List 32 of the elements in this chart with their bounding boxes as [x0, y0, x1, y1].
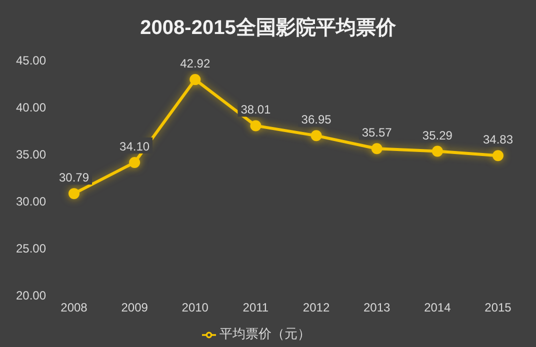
y-tick-label: 30.00	[16, 194, 46, 208]
data-label: 34.10	[120, 139, 150, 154]
point	[371, 143, 382, 154]
point	[310, 130, 322, 142]
data-label: 35.57	[362, 126, 392, 140]
point	[492, 150, 504, 162]
data-label: 42.92	[180, 56, 210, 71]
point	[129, 156, 140, 168]
x-tick-label: 2008	[60, 300, 88, 315]
data-label: 30.79	[58, 170, 90, 185]
y-tick-label: 20.00	[16, 288, 46, 302]
point	[190, 74, 201, 86]
data-label: 36.95	[301, 112, 332, 127]
x-tick-label: 2009	[121, 300, 148, 315]
y-tick-label: 45.00	[16, 53, 46, 68]
data-label: 34.83	[482, 132, 514, 147]
chart-title: 2008-2015全国影院平均票价	[139, 16, 397, 41]
point	[250, 120, 262, 132]
x-tick-label: 2012	[302, 300, 330, 315]
y-tick-label: 35.00	[16, 147, 46, 162]
x-tick-label: 2010	[182, 300, 209, 315]
legend-label: 平均票价（元）	[220, 326, 310, 341]
x-tick-label: 2014	[424, 300, 452, 315]
data-label: 35.29	[422, 128, 453, 142]
x-tick-label: 2015	[484, 300, 512, 315]
y-tick-label: 40.00	[16, 100, 46, 114]
x-tick-label: 2013	[364, 300, 391, 315]
point	[68, 188, 80, 200]
point	[432, 146, 443, 157]
y-tick-label: 25.00	[16, 241, 46, 256]
data-label: 38.01	[240, 102, 272, 117]
x-tick-label: 2011	[242, 300, 269, 315]
